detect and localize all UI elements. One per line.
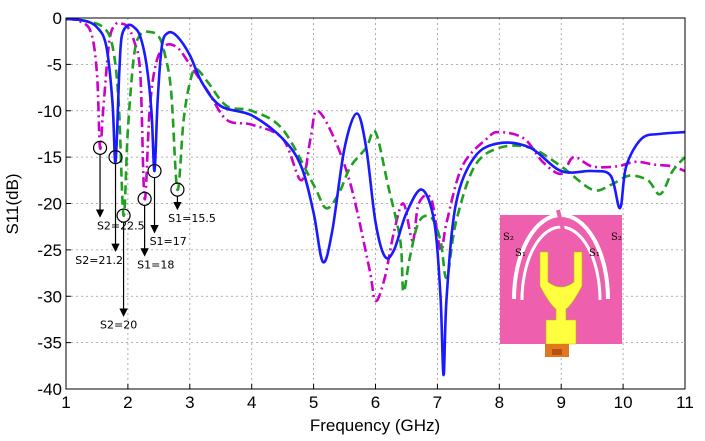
annotation-label: S2=20 [100, 319, 137, 332]
y-tick-label: -35 [37, 334, 62, 353]
inset-gap-inner [536, 244, 544, 253]
axis-ticks: 1 2 3 4 5 6 7 8 9 10 11 0 -5 -10 -15 -20 -25 -30 -35 -40 [37, 9, 693, 412]
annotation-label: S1=17 [150, 235, 187, 248]
y-axis-label: S11(dB) [3, 173, 22, 234]
antenna-inset: S₂ S₁ S₁ S₂ [500, 209, 622, 357]
x-tick-label: 2 [123, 393, 132, 412]
x-tick-label: 6 [371, 393, 380, 412]
series-line [65, 17, 686, 377]
x-tick-label: 9 [556, 393, 565, 412]
x-tick-label: 11 [676, 393, 694, 412]
x-axis-label: Frequency (GHz) [310, 416, 440, 435]
x-tick-label: 8 [495, 393, 504, 412]
y-tick-label: -40 [37, 380, 62, 399]
series-line [65, 17, 686, 303]
y-tick-label: -30 [37, 287, 62, 306]
y-tick-label: -25 [37, 241, 62, 260]
x-tick-label: 7 [433, 393, 442, 412]
y-tick-label: -20 [37, 195, 62, 214]
inset-label-s2-left: S₂ [503, 232, 514, 243]
y-tick-label: -15 [37, 148, 62, 167]
x-tick-label: 10 [614, 393, 633, 412]
y-tick-label: 0 [53, 9, 62, 28]
inset-radiator [539, 251, 583, 345]
x-tick-label: 4 [247, 393, 256, 412]
x-tick-label: 1 [61, 393, 70, 412]
inset-label-s1-left: S₁ [515, 248, 526, 259]
annotation-label: S1=18 [137, 258, 174, 271]
annotation-layer: S2=22.5 S2=21.2 S2=20 S1=18 S1=17 S1=15.5 [75, 140, 216, 332]
inset-label-s1-right: S₁ [589, 248, 600, 259]
inset-connector-base [552, 349, 562, 355]
inset-label-s2-right: S₂ [611, 232, 622, 243]
inset-gap-outer [556, 209, 565, 231]
x-tick-label: 3 [185, 393, 194, 412]
annotation-label: S2=22.5 [97, 219, 145, 232]
series-layer [65, 17, 686, 377]
annotation-label: S2=21.2 [75, 254, 123, 267]
y-tick-label: -5 [47, 55, 62, 74]
x-tick-label: 5 [309, 393, 318, 412]
annotation-label: S1=15.5 [168, 212, 216, 225]
y-tick-label: -10 [37, 102, 62, 121]
